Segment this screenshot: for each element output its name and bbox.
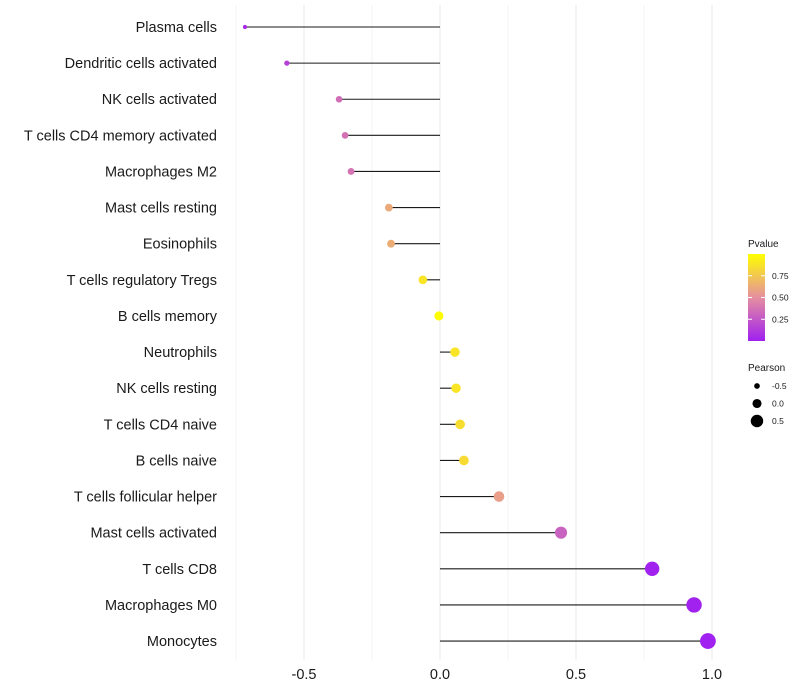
size-legend-label: 0.0 [772, 399, 784, 409]
y-tick-label: Mast cells resting [105, 201, 217, 217]
lollipop-point [335, 95, 343, 103]
y-tick-label: Macrophages M2 [105, 164, 217, 180]
x-tick-label: 1.0 [702, 667, 722, 683]
y-tick-label: Monocytes [147, 634, 217, 650]
y-tick-label: Eosinophils [143, 237, 217, 253]
x-axis-ticks: -0.5 0.0 0.5 1.0 [292, 667, 723, 683]
lollipop-point [493, 491, 505, 502]
lollipop-point [284, 60, 290, 66]
lollipop-point [450, 347, 460, 357]
lollipop-point [341, 131, 349, 139]
y-tick-label: Mast cells activated [90, 526, 217, 542]
size-legend-dot [754, 383, 760, 389]
y-tick-label: NK cells activated [102, 92, 217, 108]
size-legend-dot [750, 414, 764, 428]
size-legend-dot [752, 398, 762, 409]
lollipop-point [387, 239, 395, 248]
color-legend: Pvalue 0.75 0.50 0.25 [748, 239, 789, 341]
y-tick-label: Plasma cells [136, 20, 217, 36]
lollipop-point [686, 597, 702, 613]
x-tick-label: 0.5 [566, 667, 586, 683]
x-tick-label: 0.0 [430, 667, 450, 683]
lollipop-point [418, 275, 428, 285]
y-tick-label: T cells CD4 naive [104, 417, 217, 433]
lollipop-point [455, 419, 465, 430]
color-legend-bar [748, 254, 765, 341]
lollipop-point [700, 633, 716, 649]
y-axis-labels: Plasma cells Dendritic cells activated NK … [24, 20, 218, 650]
lollipop-point [451, 383, 461, 393]
color-legend-title: Pvalue [748, 239, 779, 250]
y-tick-label: Neutrophils [144, 345, 217, 361]
y-tick-label: Macrophages M0 [105, 598, 217, 614]
lollipop-point [347, 168, 355, 175]
x-tick-label: -0.5 [292, 667, 317, 683]
y-tick-label: T cells CD8 [142, 562, 217, 578]
lollipop-point [554, 526, 568, 539]
y-tick-label: Dendritic cells activated [65, 56, 217, 72]
lollipop-point [459, 455, 469, 466]
y-tick-label: B cells memory [118, 309, 218, 325]
lollipop-segments [244, 26, 708, 642]
y-tick-label: B cells naive [136, 453, 217, 469]
color-legend-label: 0.75 [772, 271, 789, 281]
size-legend-label: 0.5 [772, 416, 784, 426]
y-tick-label: T cells regulatory Tregs [67, 273, 217, 289]
y-tick-label: T cells CD4 memory activated [24, 128, 217, 144]
size-legend-title: Pearson [748, 363, 785, 374]
lollipop-point [434, 311, 444, 321]
lollipop-point [384, 203, 393, 212]
gridlines [235, 5, 713, 660]
y-tick-label: NK cells resting [116, 381, 217, 397]
color-legend-label: 0.25 [772, 314, 789, 324]
size-legend-label: -0.5 [772, 381, 787, 391]
color-legend-label: 0.50 [772, 293, 789, 303]
size-legend: Pearson -0.5 0.0 0.5 [748, 363, 787, 428]
lollipop-point [242, 24, 248, 30]
lollipop-point [644, 561, 660, 577]
lollipop-points [242, 24, 716, 649]
y-tick-label: T cells follicular helper [74, 490, 217, 506]
